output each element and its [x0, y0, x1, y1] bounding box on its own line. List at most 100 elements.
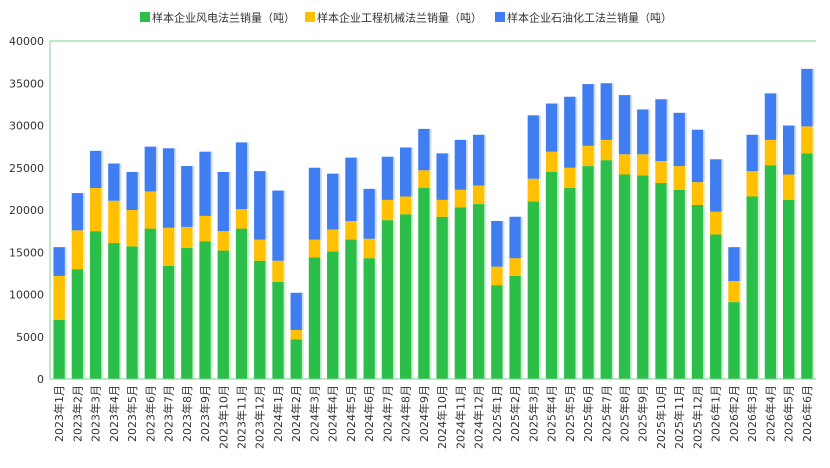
bar-segment-series-3 [181, 166, 193, 227]
x-tick-label: 2023年5月 [125, 385, 139, 442]
bar-segment-series-3 [363, 188, 375, 239]
legend-label-series-1: 样本企业风电法兰销量（吨） [152, 11, 295, 25]
bar-segment-series-2 [691, 182, 704, 205]
bar-segment-series-2 [71, 230, 84, 270]
bar-segment-series-2 [564, 167, 576, 189]
bar-segment-series-3 [272, 190, 284, 261]
x-tick-label: 2026年2月 [727, 385, 741, 442]
bar-segment-series-1 [527, 201, 539, 379]
y-tick-label: 35000 [9, 77, 44, 90]
x-tick-label: 2023年4月 [107, 385, 121, 442]
bar-segment-series-2 [655, 160, 667, 183]
bar-segment-series-2 [181, 226, 193, 249]
bar-segment-series-3 [217, 171, 229, 232]
x-tick-label: 2026年1月 [709, 385, 723, 442]
bar-segment-series-2 [272, 260, 284, 282]
bar-segment-series-3 [782, 125, 795, 175]
bar-segment-series-2 [673, 166, 685, 190]
bar-segment-series-1 [71, 269, 84, 379]
bar-segment-series-1 [545, 171, 558, 379]
bar-segment-series-3 [728, 247, 740, 281]
bar-segment-series-3 [545, 103, 558, 152]
bar-segment-series-2 [600, 139, 612, 161]
x-tick-label: 2025年9月 [636, 385, 650, 442]
bar-segment-series-2 [144, 191, 156, 229]
y-tick-label: 5000 [16, 331, 44, 344]
bar-segment-series-2 [217, 231, 229, 251]
bar-segment-series-1 [655, 182, 667, 379]
x-tick-label: 2024年9月 [417, 385, 431, 442]
bar-segment-series-2 [327, 229, 339, 252]
x-tick-label: 2025年10月 [654, 385, 668, 449]
bar-segment-series-3 [53, 247, 65, 276]
y-tick-label: 20000 [9, 204, 44, 217]
bar-segment-series-2 [472, 185, 485, 205]
bar-segment-series-1 [710, 234, 722, 379]
bar-segment-series-1 [728, 302, 740, 379]
bar-segment-series-3 [144, 146, 156, 192]
x-tick-label: 2024年12月 [472, 385, 486, 449]
bar-segment-series-2 [545, 151, 558, 172]
x-tick-label: 2024年5月 [344, 385, 358, 442]
bar-segment-series-1 [673, 189, 685, 379]
bar-segment-series-2 [418, 170, 430, 189]
y-axis: 0 5000 10000 15000 20000 25000 30000 35000 40000 [9, 35, 816, 386]
x-tick-label: 2023年3月 [89, 385, 103, 442]
x-tick-label: 2025年1月 [490, 385, 504, 442]
bar-segment-series-2 [491, 266, 503, 286]
bar-segment-series-1 [600, 160, 612, 379]
bar-segment-series-3 [418, 128, 430, 171]
bar-segment-series-3 [582, 84, 594, 146]
bar-segment-series-3 [655, 99, 667, 161]
y-tick-label: 10000 [9, 289, 44, 302]
bar-segment-series-1 [144, 228, 156, 379]
bar-segment-series-2 [381, 199, 394, 221]
bar-segment-series-1 [199, 241, 211, 379]
x-axis: 2023年1月 2023年2月 2023年3月 2023年4月 2023年5月 2023年… [50, 378, 816, 449]
x-tick-label: 2024年4月 [326, 385, 340, 442]
bar-segment-series-2 [637, 154, 649, 176]
bar-segment-series-3 [162, 148, 175, 228]
bar-segment-series-3 [290, 292, 302, 330]
bar-segment-series-1 [746, 196, 758, 379]
x-tick-label: 2024年11月 [453, 385, 467, 449]
x-tick-label: 2024年1月 [271, 385, 285, 442]
bar-segment-series-1 [235, 228, 248, 379]
bar-segment-series-2 [254, 239, 266, 261]
bar-segment-series-2 [126, 210, 138, 247]
bar-segment-series-1 [764, 165, 777, 379]
x-tick-label: 2023年1月 [52, 385, 66, 442]
x-tick-label: 2025年5月 [563, 385, 577, 442]
bar-segment-series-2 [527, 178, 539, 202]
bar-segment-series-3 [618, 95, 631, 155]
bar-segment-series-1 [472, 204, 485, 379]
legend-label-series-2: 样本企业工程机械法兰销量（吨） [317, 11, 482, 25]
x-tick-label: 2025年4月 [545, 385, 559, 442]
bar-segment-series-2 [801, 126, 813, 154]
bar-segment-series-2 [235, 209, 248, 229]
bar-segment-series-2 [89, 188, 102, 232]
bar-segment-series-3 [527, 115, 539, 179]
bar-segment-series-1 [618, 174, 631, 379]
x-tick-label: 2023年2月 [70, 385, 84, 442]
bar-segment-series-2 [746, 171, 758, 197]
y-tick-label: 0 [37, 373, 44, 386]
bar-segment-series-2 [399, 196, 412, 215]
bar-segment-series-3 [600, 83, 612, 140]
bar-segment-series-1 [327, 251, 339, 379]
bar-segment-series-1 [308, 257, 321, 379]
bar-segment-series-3 [254, 171, 266, 240]
bar-segment-series-2 [345, 220, 357, 240]
bar-segment-series-3 [235, 142, 248, 210]
bar-segment-series-1 [418, 188, 430, 379]
bar-segment-series-1 [454, 207, 467, 379]
bar-segment-series-3 [308, 167, 321, 240]
x-tick-label: 2025年3月 [526, 385, 540, 442]
bar-segment-series-3 [801, 68, 813, 127]
x-tick-label: 2024年10月 [435, 385, 449, 449]
bar-segment-series-1 [637, 175, 649, 379]
x-tick-label: 2025年12月 [690, 385, 704, 449]
bar-segment-series-3 [673, 112, 685, 167]
bar-segment-series-3 [637, 109, 649, 155]
x-tick-label: 2024年6月 [362, 385, 376, 442]
